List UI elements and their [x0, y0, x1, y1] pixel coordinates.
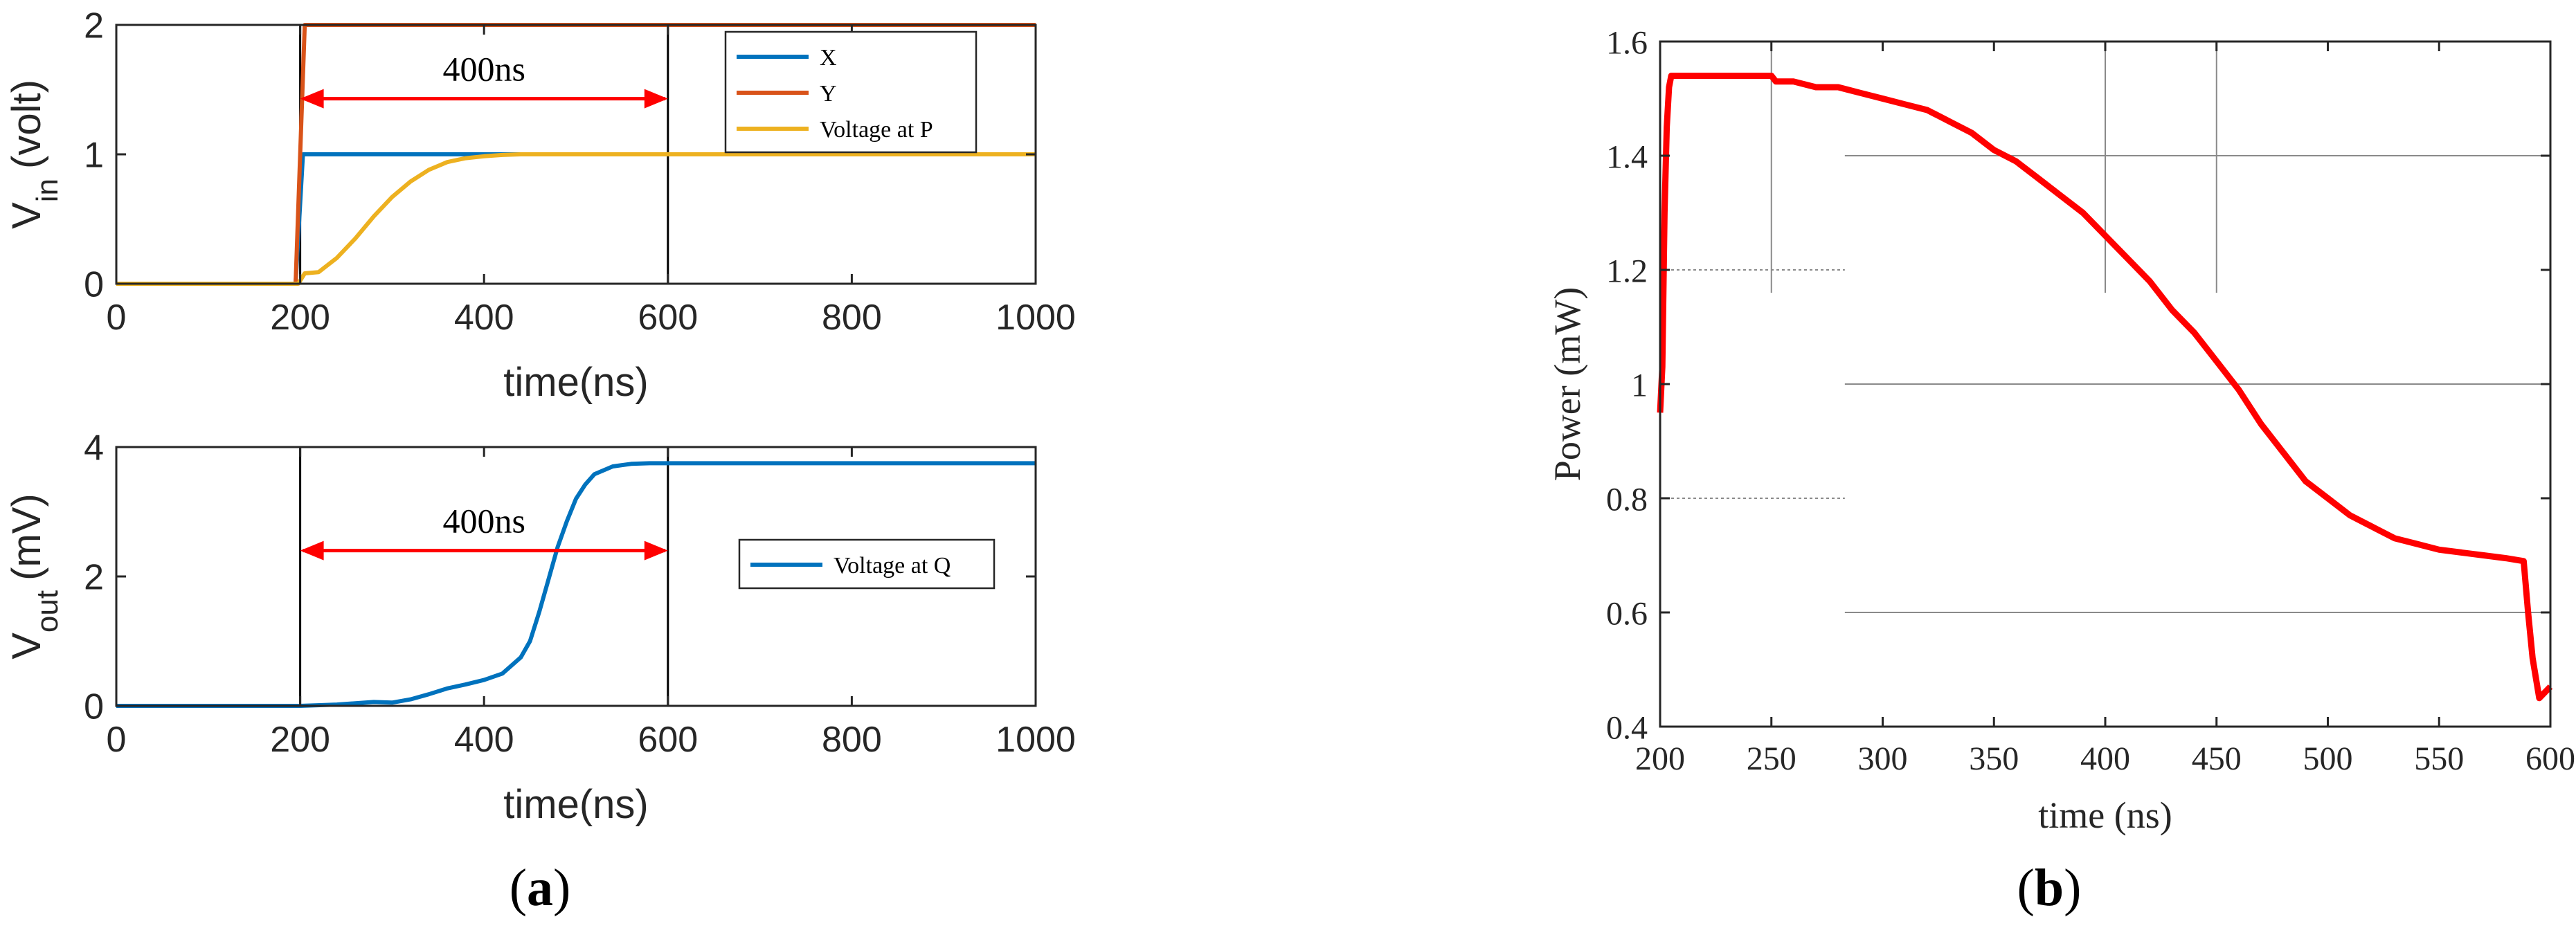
series-line-power: [1657, 73, 2553, 702]
x-tick-label: 400: [454, 720, 514, 760]
annotation-label: 400ns: [442, 50, 525, 89]
x-tick-label: 200: [270, 298, 330, 338]
y-axis-label: Vout (mV): [4, 493, 64, 659]
panel-letter-b: b: [2035, 859, 2064, 917]
y-axis-label-unit: (mV): [4, 493, 49, 581]
series-line-voltage-at-q: [116, 461, 1036, 708]
annotation-arrowhead-left: [300, 540, 324, 561]
chart-b: 200 250 300 350 400 450 500 550 600 0.4 0.6 0.8 1 1.2…: [1547, 24, 2575, 836]
x-tick-label: 450: [2192, 740, 2242, 777]
y-axis-label-sub: out: [30, 590, 64, 633]
legend-entry: Y: [820, 81, 837, 107]
x-tick-label: 500: [2303, 740, 2353, 777]
x-tick-label: 400: [2080, 740, 2130, 777]
y-tick-label: 1.6: [1606, 24, 1648, 61]
panel-label-b: (b): [2017, 859, 2082, 917]
y-tick-label: 0.6: [1606, 595, 1648, 632]
series-line-voltage-at-p: [116, 152, 1036, 286]
y-axis-label-sub: in: [30, 179, 64, 202]
x-tick-label: 550: [2414, 740, 2464, 777]
panel-label-a: (a): [510, 859, 571, 917]
y-tick-label: 1.4: [1606, 138, 1648, 175]
legend: XY Voltage at P: [724, 30, 978, 154]
y-tick-label: 1.2: [1606, 253, 1648, 289]
x-tick-label: 1000: [996, 298, 1076, 338]
x-tick-label: 1000: [996, 720, 1076, 760]
y-tick-label: 1: [84, 136, 104, 176]
legend: Voltage at Q: [738, 538, 996, 590]
x-tick-label: 600: [638, 720, 698, 760]
x-tick-label: 600: [2525, 740, 2575, 777]
y-tick-label: 4: [84, 428, 104, 468]
x-tick-label: 200: [270, 720, 330, 760]
legend-entry: Voltage at P: [820, 117, 933, 143]
legend-entry: Voltage at Q: [834, 553, 951, 579]
annotation-arrowhead-right: [644, 89, 668, 109]
x-tick-label: 250: [1747, 740, 1796, 777]
annotation-arrowhead-left: [300, 89, 324, 109]
x-axis-label: time (ns): [2038, 794, 2172, 836]
series-line-x: [116, 152, 1036, 286]
legend-entry: X: [820, 45, 837, 71]
chart-a-bottom: 0 200 400 600 800 1000 0 2 4 Voltage at Q time(n…: [4, 428, 1076, 827]
x-axis-label: time(ns): [503, 782, 648, 827]
y-axis-label: Power (mW): [1547, 287, 1588, 481]
x-tick-label: 0: [107, 298, 127, 338]
x-tick-label: 400: [454, 298, 514, 338]
y-axis-label-unit: (volt): [4, 80, 49, 169]
y-tick-label: 1: [1631, 367, 1648, 403]
panel-letter-a: a: [527, 859, 553, 917]
x-tick-label: 200: [1635, 740, 1685, 777]
x-tick-label: 800: [822, 298, 882, 338]
x-tick-label: 800: [822, 720, 882, 760]
y-tick-label: 0: [84, 687, 104, 727]
x-axis-label: time(ns): [503, 360, 648, 405]
y-tick-label: 0: [84, 265, 104, 305]
y-axis-label-main: V: [4, 202, 49, 229]
y-tick-label: 0.4: [1606, 709, 1648, 746]
y-axis-label-main: V: [4, 633, 49, 659]
x-tick-label: 300: [1858, 740, 1908, 777]
y-tick-label: 2: [84, 6, 104, 46]
annotation-arrowhead-right: [644, 540, 668, 561]
x-tick-label: 0: [107, 720, 127, 760]
chart-a-top: 0 200 400 600 800 1000 0 1 2 XY Voltage at P time…: [4, 6, 1076, 405]
annotation-label: 400ns: [442, 502, 525, 540]
y-tick-label: 0.8: [1606, 481, 1648, 518]
y-tick-label: 2: [84, 558, 104, 598]
y-axis-label: Vin (volt): [4, 80, 64, 229]
x-tick-label: 350: [1969, 740, 2019, 777]
x-tick-label: 600: [638, 298, 698, 338]
